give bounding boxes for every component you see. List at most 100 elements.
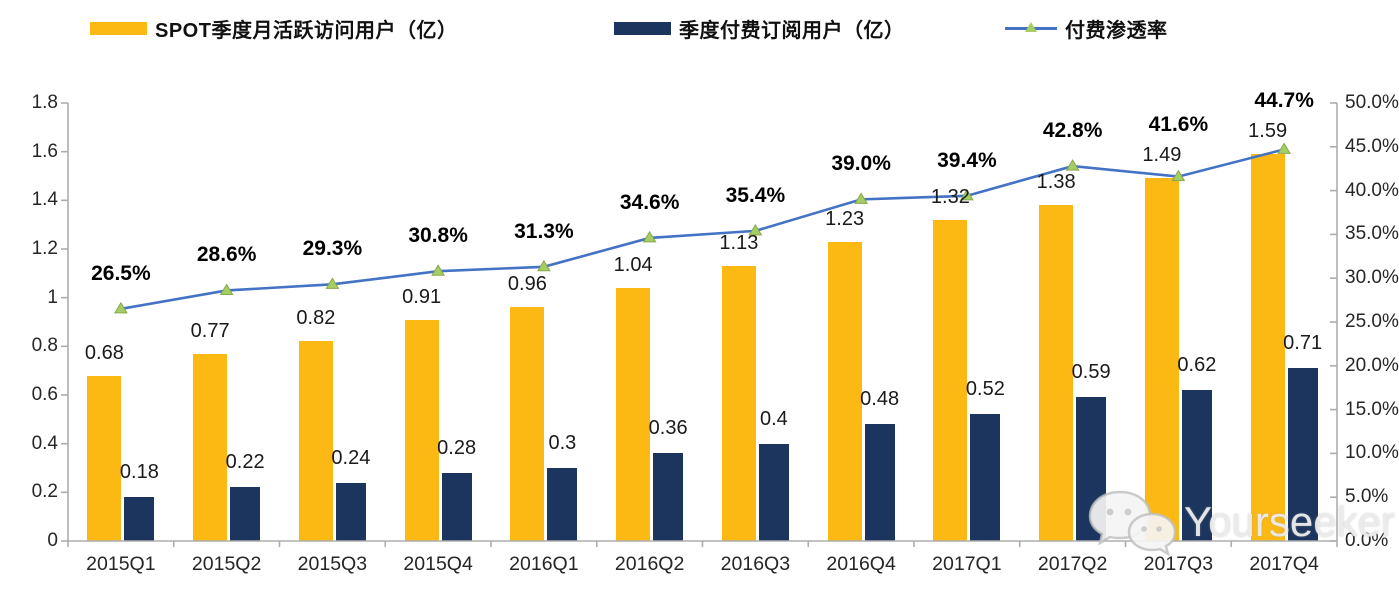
x-axis-category-label: 2017Q2 (1037, 553, 1108, 575)
right-axis-tick-label: 5.0% (1345, 486, 1389, 508)
x-axis-category-label: 2016Q4 (826, 553, 896, 575)
subs-bar (230, 487, 261, 541)
left-axis-tick-label: 1.6 (31, 140, 58, 162)
subs-bar (1181, 390, 1212, 541)
mau-value-label: 1.59 (1248, 120, 1288, 143)
subs-bar (653, 453, 684, 541)
line-marker-swatch (1005, 21, 1057, 35)
mau-bar (87, 375, 122, 541)
right-axis-tick-label: 25.0% (1345, 311, 1399, 332)
subs-value-label: 0.48 (860, 388, 900, 411)
mau-value-label: 0.96 (507, 273, 547, 296)
right-axis-tick-label: 0.0% (1345, 530, 1389, 551)
right-axis-tick-label: 20.0% (1345, 354, 1399, 376)
legend-label-mau: SPOT季度月活跃访问用户（亿） (155, 19, 458, 42)
subs-value-label: 0.22 (225, 451, 265, 474)
subs-value-label: 0.62 (1177, 354, 1217, 377)
right-axis-tick-label: 40.0% (1345, 179, 1399, 201)
subs-bar (441, 472, 472, 541)
x-axis-category-label: 2015Q4 (403, 553, 473, 575)
mau-value-label: 0.68 (84, 341, 124, 364)
subs-bar (970, 414, 1001, 541)
subs-value-label: 0.18 (119, 461, 159, 484)
legend-label-penetration: 付费渗透率 (1065, 19, 1168, 42)
subs-bar (335, 482, 366, 541)
legend-item-subs: 季度付费订阅用户（亿） (614, 15, 905, 42)
left-axis-tick-label: 0 (47, 530, 58, 551)
right-axis-tick-label: 35.0% (1345, 223, 1399, 245)
left-axis-tick-label: 1.2 (31, 238, 58, 259)
subs-bar (124, 497, 155, 541)
wechat-icon (1088, 490, 1177, 556)
mau-value-label: 1.04 (613, 253, 653, 276)
penetration-rate-label: 30.8% (408, 224, 468, 248)
penetration-rate-label: 42.8% (1042, 119, 1103, 143)
left-axis-tick-label: 0.8 (31, 335, 58, 357)
mau-bar (616, 287, 651, 541)
subs-value-label: 0.24 (331, 446, 371, 469)
penetration-rate-label: 39.0% (831, 152, 891, 176)
subs-value-label: 0.4 (759, 407, 788, 430)
subs-bar (1287, 368, 1318, 541)
mau-value-label: 1.49 (1142, 144, 1182, 167)
subs-value-label: 0.52 (965, 378, 1005, 401)
penetration-rate-label: 44.7% (1254, 89, 1314, 113)
mau-bar (298, 341, 333, 541)
right-axis-tick-label: 50.0% (1345, 92, 1399, 113)
subs-value-label: 0.3 (548, 432, 577, 454)
legend-item-penetration: 付费渗透率 (1005, 15, 1168, 42)
subs-value-label: 0.71 (1283, 332, 1323, 355)
subs-value-label: 0.59 (1071, 361, 1111, 384)
x-axis-category-label: 2015Q1 (86, 553, 156, 575)
left-axis-tick-label: 1 (47, 286, 58, 308)
mau-value-label: 1.13 (719, 232, 759, 255)
left-axis-tick-label: 0.4 (31, 432, 58, 454)
watermark: Yourseeker (1086, 488, 1395, 556)
subs-bar (547, 468, 578, 541)
legend-label-subs: 季度付费订阅用户（亿） (679, 19, 905, 42)
right-axis-tick-label: 10.0% (1345, 442, 1399, 464)
mau-value-label: 0.77 (190, 319, 230, 342)
mau-value-label: 1.23 (825, 207, 865, 230)
x-axis-category-label: 2017Q4 (1249, 553, 1319, 575)
x-axis-category-label: 2016Q2 (614, 553, 685, 575)
subs-value-label: 0.28 (437, 436, 477, 459)
mau-bar (193, 353, 228, 541)
right-axis-tick-label: 30.0% (1345, 267, 1399, 289)
penetration-rate-label: 31.3% (514, 219, 574, 243)
x-axis-category-label: 2017Q1 (932, 553, 1002, 575)
right-axis-tick-label: 45.0% (1345, 135, 1399, 157)
left-axis-tick-label: 0.2 (31, 481, 58, 503)
mau-value-label: 1.32 (930, 185, 970, 208)
mau-bar (510, 307, 545, 541)
mau-bar (404, 319, 439, 541)
penetration-rate-label: 35.4% (725, 183, 786, 207)
penetration-rate-label: 39.4% (937, 148, 997, 172)
mau-value-label: 0.82 (296, 307, 336, 330)
x-axis-category-label: 2015Q3 (297, 553, 368, 575)
left-axis-tick-label: 1.8 (31, 92, 58, 113)
legend-item-mau: SPOT季度月活跃访问用户（亿） (90, 15, 458, 42)
x-axis-category-label: 2016Q1 (509, 553, 579, 575)
penetration-rate-label: 34.6% (619, 190, 680, 214)
penetration-rate-label: 29.3% (302, 237, 363, 261)
subs-value-label: 0.36 (648, 417, 688, 440)
subs-bar-swatch (614, 21, 671, 35)
penetration-rate-label: 28.6% (196, 243, 257, 267)
mau-value-label: 1.38 (1036, 171, 1076, 194)
x-axis-category-label: 2017Q3 (1143, 553, 1214, 575)
left-axis-tick-label: 1.4 (31, 189, 58, 211)
subs-bar (758, 443, 789, 541)
watermark-text: Yourseeker (1184, 498, 1395, 545)
penetration-rate-label: 41.6% (1148, 113, 1209, 137)
triangle-marker-icon (1025, 22, 1037, 32)
x-axis-category-label: 2016Q3 (720, 553, 791, 575)
right-axis-tick-label: 15.0% (1345, 398, 1399, 420)
x-axis-category-label: 2015Q2 (191, 553, 262, 575)
mau-bar (721, 266, 756, 541)
left-axis-tick-label: 0.6 (31, 384, 58, 405)
mau-value-label: 0.91 (402, 285, 442, 308)
subs-bar (864, 424, 895, 541)
mau-bar-swatch (90, 21, 147, 35)
